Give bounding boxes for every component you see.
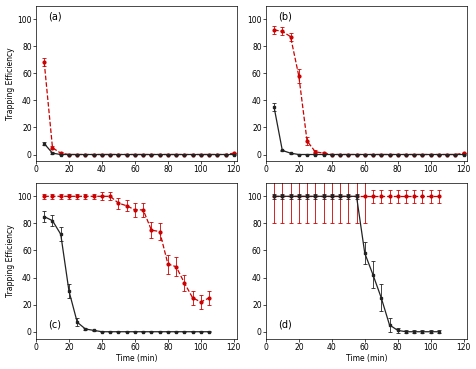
X-axis label: Time (min): Time (min) [116, 355, 157, 363]
Text: (c): (c) [48, 319, 61, 329]
Y-axis label: Trapping Efficiency: Trapping Efficiency [6, 47, 15, 120]
Text: (d): (d) [278, 319, 291, 329]
X-axis label: Time (min): Time (min) [345, 355, 387, 363]
Text: (a): (a) [48, 12, 61, 22]
Y-axis label: Trapping Efficiency: Trapping Efficiency [6, 224, 15, 297]
Text: (b): (b) [278, 12, 291, 22]
